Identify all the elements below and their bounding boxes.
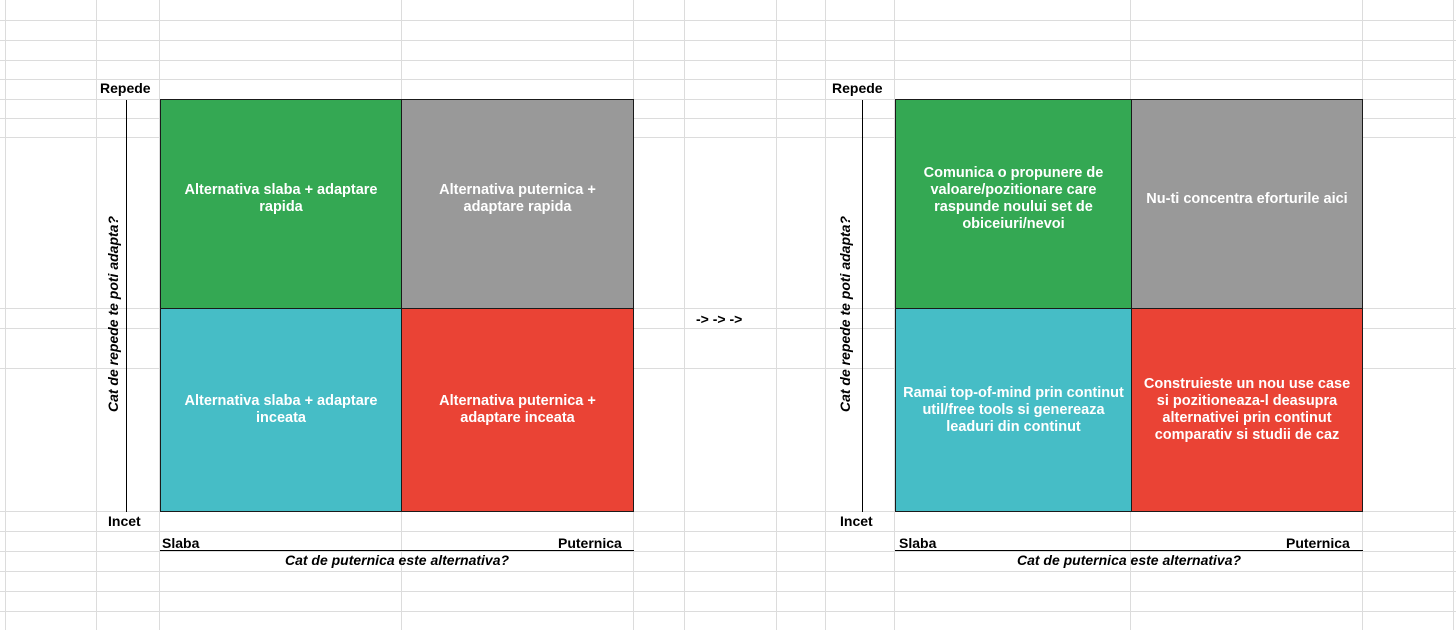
left-cell-bottom-left-text: Alternativa slaba + adaptare inceata xyxy=(184,393,378,426)
left-cell-bottom-right: Alternativa puternica + adaptare inceata xyxy=(401,308,634,512)
right-cell-bottom-left-text: Ramai top-of-mind prin continut util/fre… xyxy=(903,384,1124,435)
right-cell-top-right: Nu-ti concentra eforturile aici xyxy=(1131,99,1363,309)
right-cell-top-left: Comunica o propunere de valoare/pozition… xyxy=(895,99,1132,309)
left-y-bottom-label: Incet xyxy=(108,513,141,529)
left-cell-bottom-left: Alternativa slaba + adaptare inceata xyxy=(160,308,402,512)
right-x-axis-line xyxy=(895,550,1363,551)
transition-arrow: -> -> -> xyxy=(696,311,743,327)
left-y-top-label: Repede xyxy=(100,80,151,96)
left-cell-bottom-right-text: Alternativa puternica + adaptare inceata xyxy=(439,393,596,426)
right-cell-top-left-text: Comunica o propunere de valoare/pozition… xyxy=(923,165,1104,232)
left-y-axis-line xyxy=(126,100,127,512)
left-cell-top-left: Alternativa slaba + adaptare rapida xyxy=(160,99,402,309)
left-cell-top-right: Alternativa puternica + adaptare rapida xyxy=(401,99,634,309)
left-x-axis-title: Cat de puternica este alternativa? xyxy=(284,552,510,568)
right-y-top-label: Repede xyxy=(832,80,883,96)
right-cell-bottom-left: Ramai top-of-mind prin continut util/fre… xyxy=(895,308,1132,512)
right-y-axis-title: Cat de repede te poti adapta? xyxy=(837,215,853,413)
right-y-axis-line xyxy=(862,100,863,512)
right-cell-bottom-right-text: Construieste un nou use case si pozition… xyxy=(1143,376,1351,443)
right-x-axis-title: Cat de puternica este alternativa? xyxy=(1016,552,1242,568)
left-cell-top-right-text: Alternativa puternica + adaptare rapida xyxy=(439,182,596,215)
right-y-bottom-label: Incet xyxy=(840,513,873,529)
left-x-left-label: Slaba xyxy=(162,535,200,551)
right-x-left-label: Slaba xyxy=(899,535,937,551)
left-x-axis-line xyxy=(160,550,634,551)
right-cell-bottom-right: Construieste un nou use case si pozition… xyxy=(1131,308,1363,512)
left-y-axis-title: Cat de repede te poti adapta? xyxy=(105,215,121,413)
right-x-right-label: Puternica xyxy=(1286,535,1350,551)
right-cell-top-right-text: Nu-ti concentra eforturile aici xyxy=(1146,190,1348,207)
left-cell-top-left-text: Alternativa slaba + adaptare rapida xyxy=(184,182,378,215)
left-x-right-label: Puternica xyxy=(558,535,622,551)
